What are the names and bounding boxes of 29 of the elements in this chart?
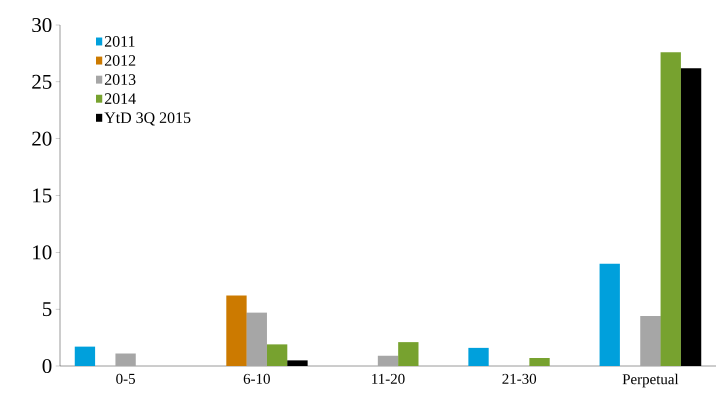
y-tick-label: 5 bbox=[42, 302, 52, 316]
y-tick-label: 25 bbox=[32, 74, 52, 89]
x-tick-label: 11-20 bbox=[372, 374, 405, 384]
x-tick-label: 0-5 bbox=[116, 374, 135, 384]
bar bbox=[115, 353, 136, 366]
y-tick-label: 10 bbox=[33, 245, 52, 260]
y-tick-label: 20 bbox=[32, 132, 52, 146]
bar bbox=[74, 346, 96, 366]
bar bbox=[226, 296, 247, 366]
x-tick-label: 21-30 bbox=[502, 374, 536, 384]
x-tick-label: Perpetual bbox=[622, 374, 678, 388]
bar bbox=[529, 358, 550, 366]
bar bbox=[266, 344, 288, 366]
legend-label: 2013 bbox=[104, 74, 136, 85]
bar bbox=[398, 342, 419, 366]
legend-label: 2011 bbox=[104, 36, 135, 47]
bar bbox=[600, 264, 620, 366]
bar bbox=[660, 52, 681, 366]
bar bbox=[468, 348, 489, 366]
y-tick-label: 30 bbox=[32, 18, 52, 32]
legend-label: 2012 bbox=[104, 55, 136, 66]
bar bbox=[640, 316, 661, 366]
bar bbox=[246, 312, 267, 366]
bar bbox=[378, 356, 398, 366]
legend-label: 2014 bbox=[104, 93, 136, 104]
y-tick-label: 15 bbox=[33, 188, 52, 203]
legend-label: YtD 3Q 2015 bbox=[104, 112, 190, 126]
x-tick-label: 6-10 bbox=[244, 374, 270, 384]
y-tick-label: 0 bbox=[42, 358, 52, 374]
